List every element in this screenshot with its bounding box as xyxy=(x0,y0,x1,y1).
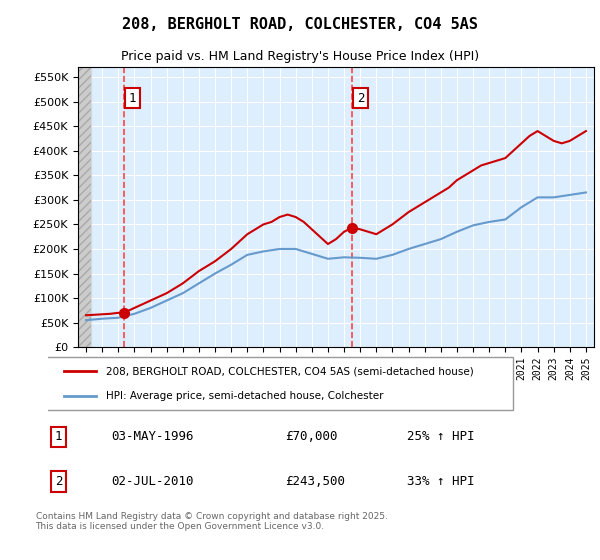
FancyBboxPatch shape xyxy=(43,357,512,410)
Text: 02-JUL-2010: 02-JUL-2010 xyxy=(112,475,194,488)
Text: 208, BERGHOLT ROAD, COLCHESTER, CO4 5AS (semi-detached house): 208, BERGHOLT ROAD, COLCHESTER, CO4 5AS … xyxy=(106,366,474,376)
Text: 1: 1 xyxy=(128,92,136,105)
Text: Contains HM Land Registry data © Crown copyright and database right 2025.
This d: Contains HM Land Registry data © Crown c… xyxy=(35,512,388,531)
Text: 1: 1 xyxy=(55,430,62,444)
Text: Price paid vs. HM Land Registry's House Price Index (HPI): Price paid vs. HM Land Registry's House … xyxy=(121,50,479,63)
Text: 03-MAY-1996: 03-MAY-1996 xyxy=(112,430,194,444)
Text: 2: 2 xyxy=(55,475,62,488)
Text: HPI: Average price, semi-detached house, Colchester: HPI: Average price, semi-detached house,… xyxy=(106,391,383,401)
Text: 33% ↑ HPI: 33% ↑ HPI xyxy=(407,475,475,488)
Text: £243,500: £243,500 xyxy=(286,475,346,488)
Bar xyxy=(78,67,91,347)
Text: 208, BERGHOLT ROAD, COLCHESTER, CO4 5AS: 208, BERGHOLT ROAD, COLCHESTER, CO4 5AS xyxy=(122,17,478,32)
Text: 25% ↑ HPI: 25% ↑ HPI xyxy=(407,430,475,444)
Text: 2: 2 xyxy=(357,92,364,105)
Text: £70,000: £70,000 xyxy=(286,430,338,444)
